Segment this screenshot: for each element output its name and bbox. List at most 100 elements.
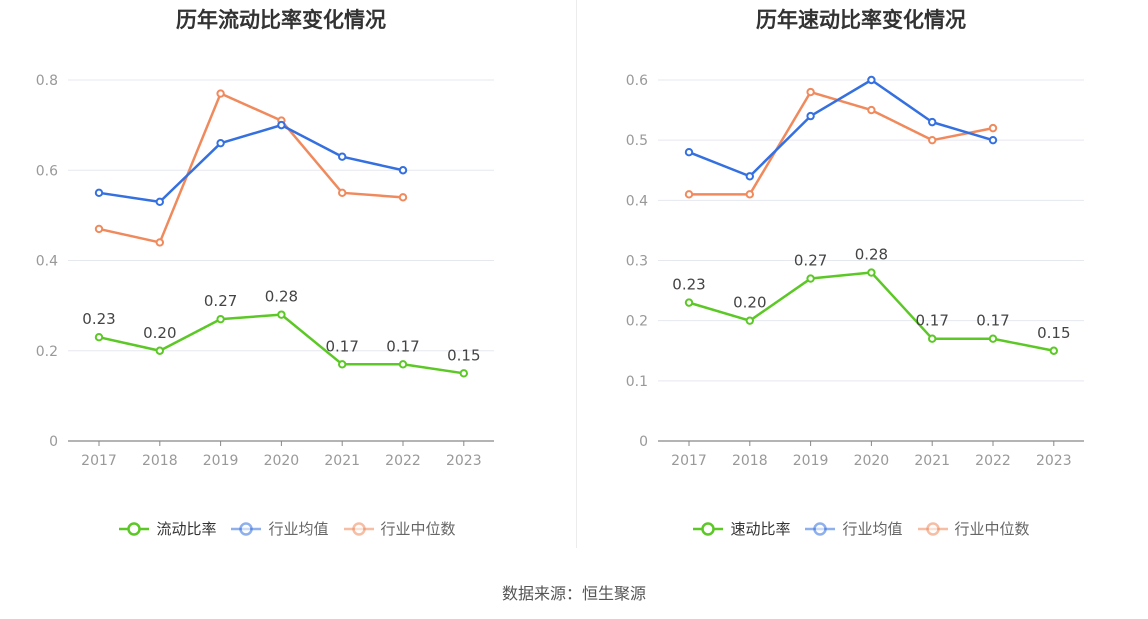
legend-label: 流动比率 [156, 520, 217, 538]
chart-panel-current-ratio: 历年流动比率变化情况 0 0.2 0.4 0.6 0.8 2017 2018 2019 2020… [0, 0, 574, 560]
legend-item[interactable]: 行业均值 [230, 518, 329, 539]
data-label: 0.15 [1037, 324, 1070, 342]
data-point[interactable] [398, 193, 408, 202]
x-tick-label: 2018 [142, 453, 178, 469]
data-point[interactable] [745, 172, 755, 181]
legend-marker-icon [805, 521, 836, 536]
data-label: 0.27 [204, 292, 237, 310]
x-tick-label: 2023 [1036, 453, 1072, 469]
y-tick-label: 0.4 [626, 193, 648, 209]
data-point[interactable] [988, 334, 998, 343]
data-point[interactable] [94, 333, 104, 342]
data-label: 0.28 [265, 288, 298, 306]
legend-marker-icon [693, 521, 724, 536]
x-tick-label: 2018 [732, 453, 768, 469]
data-point[interactable] [745, 190, 755, 199]
y-tick-label: 0.2 [36, 344, 58, 360]
data-label: 0.28 [855, 246, 888, 264]
data-point[interactable] [684, 298, 694, 307]
y-tick-label: 0.2 [626, 314, 648, 330]
data-label: 0.27 [794, 252, 827, 270]
legend-label: 行业中位数 [380, 520, 456, 538]
chart-panel-quick-ratio: 历年速动比率变化情况 0 0.1 0.2 0.3 0.4 0.5 0.6 2017 2018 20… [574, 0, 1148, 560]
x-tick-label: 2017 [671, 453, 707, 469]
y-tick-label: 0.4 [36, 254, 58, 270]
data-point[interactable] [867, 105, 876, 115]
x-tick-label: 2022 [975, 453, 1011, 469]
data-label: 0.17 [386, 337, 419, 355]
data-point[interactable] [867, 75, 876, 85]
legend-label: 行业均值 [842, 520, 903, 538]
data-label: 0.23 [672, 276, 705, 294]
data-point[interactable] [216, 89, 225, 98]
data-point[interactable] [94, 188, 104, 198]
x-tick-label: 2019 [793, 453, 829, 469]
legend-marker-icon [119, 521, 150, 536]
y-tick-label: 0.5 [626, 133, 648, 149]
data-point[interactable] [94, 224, 104, 234]
data-label: 0.17 [325, 337, 358, 355]
data-point[interactable] [277, 120, 286, 130]
data-label: 0.20 [733, 294, 766, 312]
chart-title: 历年流动比率变化情况 [176, 8, 386, 32]
data-point[interactable] [338, 152, 347, 161]
legend: 速动比率 行业均值 行业中位数 [574, 518, 1148, 539]
legend-label: 速动比率 [730, 520, 791, 538]
y-tick-label: 0.6 [36, 163, 58, 179]
x-tick-label: 2020 [854, 453, 890, 469]
data-point[interactable] [745, 316, 755, 325]
chart-title: 历年速动比率变化情况 [756, 8, 966, 32]
data-point[interactable] [806, 274, 815, 283]
data-point[interactable] [988, 123, 998, 133]
data-point[interactable] [277, 310, 286, 319]
data-label: 0.20 [143, 324, 176, 342]
data-point[interactable] [155, 238, 165, 247]
x-tick-label: 2017 [81, 453, 117, 469]
data-point[interactable] [928, 117, 937, 127]
y-tick-label: 0.6 [626, 73, 648, 89]
data-point[interactable] [338, 188, 347, 198]
data-point[interactable] [806, 111, 815, 121]
y-tick-label: 0.1 [626, 374, 648, 390]
data-point[interactable] [216, 314, 225, 324]
legend-label: 行业中位数 [954, 520, 1030, 538]
y-tick-label: 0 [49, 434, 58, 450]
data-label: 0.23 [82, 310, 115, 328]
legend-item[interactable]: 行业中位数 [343, 518, 456, 539]
legend-item[interactable]: 行业中位数 [917, 518, 1030, 539]
panel-divider [576, 0, 577, 548]
chart-plot: 0 0.1 0.2 0.3 0.4 0.5 0.6 2017 2018 2019 2020 2021 2… [626, 73, 1084, 469]
legend-item[interactable]: 行业均值 [804, 518, 903, 539]
series-line [98, 92, 404, 244]
x-tick-label: 2023 [446, 453, 482, 469]
data-point[interactable] [155, 197, 165, 207]
data-point[interactable] [988, 135, 998, 145]
legend-item[interactable]: 速动比率 [692, 518, 790, 539]
y-tick-label: 0.8 [36, 73, 58, 89]
legend-marker-icon [231, 521, 262, 536]
x-tick-label: 2021 [324, 453, 360, 469]
legend-label: 行业均值 [268, 520, 329, 538]
data-point[interactable] [216, 138, 225, 148]
data-point[interactable] [684, 148, 694, 157]
data-point[interactable] [867, 268, 876, 277]
data-point[interactable] [684, 190, 694, 199]
data-point[interactable] [398, 166, 408, 175]
x-tick-label: 2021 [914, 453, 950, 469]
data-point[interactable] [806, 87, 815, 97]
data-point[interactable] [459, 369, 468, 378]
data-point[interactable] [398, 360, 408, 369]
data-label: 0.17 [976, 312, 1009, 330]
data-point[interactable] [338, 360, 347, 369]
data-point[interactable] [155, 346, 165, 355]
legend-item[interactable]: 流动比率 [118, 518, 216, 539]
chart-plot: 0 0.2 0.4 0.6 0.8 2017 2018 2019 2020 2021 2022 202… [36, 73, 494, 469]
data-point[interactable] [928, 135, 937, 145]
series-line [98, 123, 404, 204]
data-point[interactable] [928, 334, 937, 343]
series-line [689, 90, 994, 196]
x-tick-label: 2020 [264, 453, 300, 469]
data-point[interactable] [1049, 346, 1058, 355]
y-tick-label: 0.3 [626, 254, 648, 270]
x-tick-label: 2019 [203, 453, 239, 469]
